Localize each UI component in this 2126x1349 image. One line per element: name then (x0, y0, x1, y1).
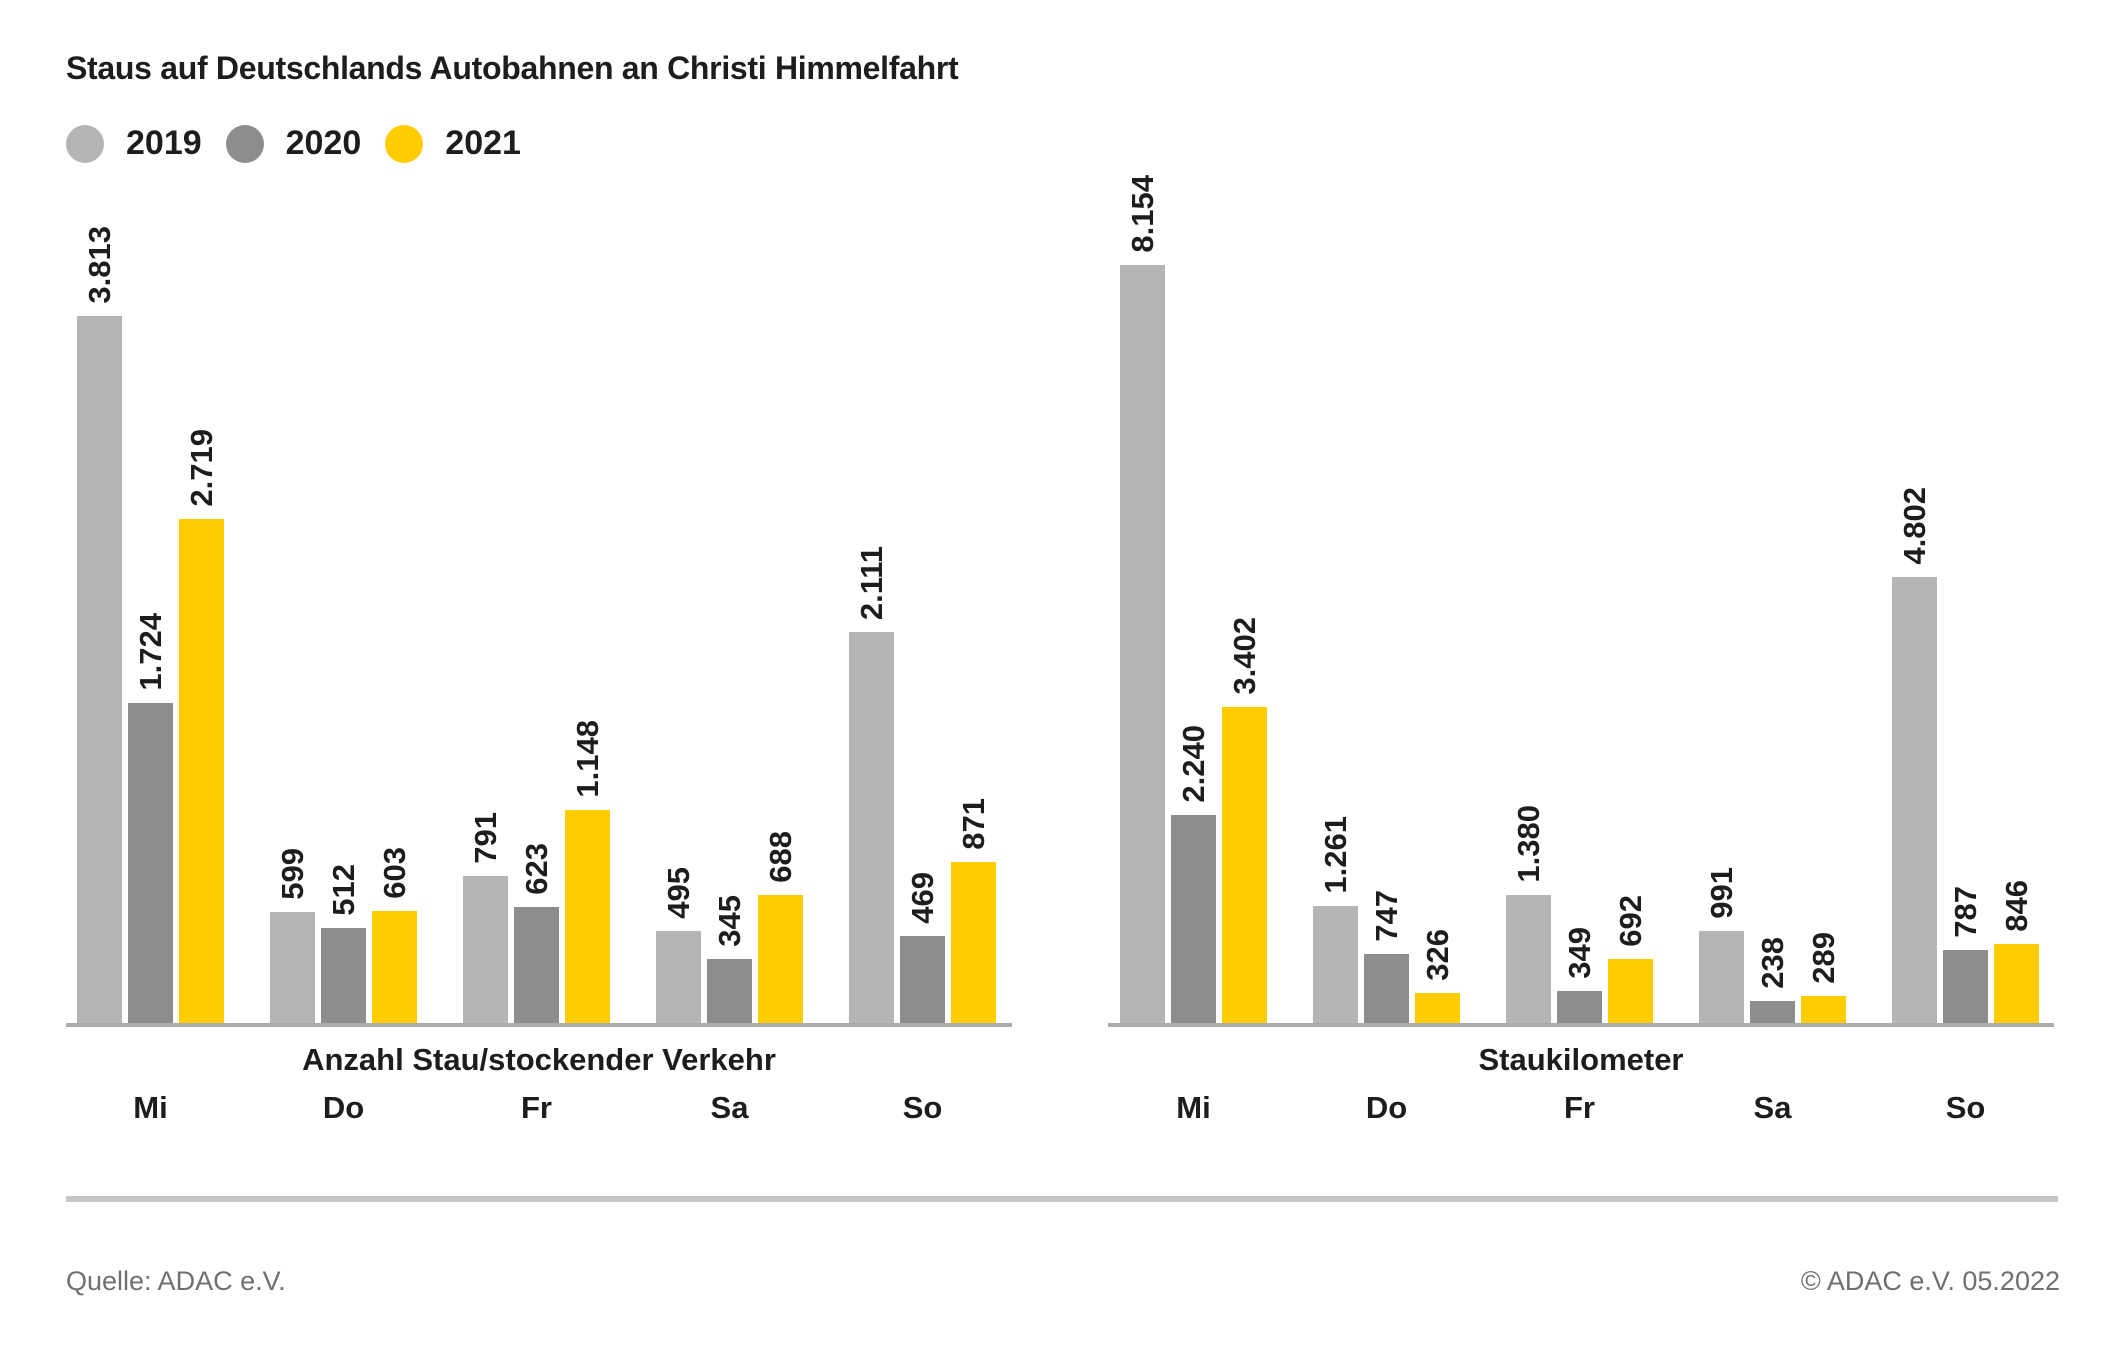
bar-2020-Sa (1750, 1001, 1795, 1023)
legend-item-2021: 2021 (385, 124, 521, 163)
legend-item-2020: 2020 (225, 124, 362, 163)
category-label-Mi: Mi (1176, 1090, 1211, 1125)
value-label-2021-Sa: 289 (1805, 932, 1841, 984)
value-label-2021-Do: 603 (376, 847, 412, 899)
legend-label-2020: 2020 (285, 124, 362, 162)
value-label-2021-Fr: 1.148 (569, 720, 605, 798)
value-label-2021-So: 846 (1998, 880, 2034, 932)
value-label-2019-Sa: 495 (660, 867, 696, 919)
legend-swatch-2019 (66, 124, 104, 163)
category-label-Do: Do (322, 1090, 365, 1125)
x-axis-line (1108, 1023, 2054, 1027)
bar-2020-Do (321, 928, 366, 1023)
value-label-2020-Fr: 349 (1561, 927, 1597, 979)
bar-2020-Mi (1171, 815, 1216, 1023)
bar-2019-Mi (1120, 265, 1165, 1023)
value-label-2019-Sa: 991 (1703, 867, 1739, 919)
value-label-2021-Mi: 3.402 (1226, 617, 1262, 695)
value-label-2020-So: 787 (1947, 886, 1983, 938)
value-label-2021-So: 871 (955, 798, 991, 850)
bar-2019-Fr (463, 876, 508, 1023)
bar-2019-Sa (656, 931, 701, 1023)
value-label-2020-Sa: 345 (711, 895, 747, 947)
x-axis-line (66, 1023, 1012, 1027)
value-label-2019-So: 4.802 (1896, 487, 1932, 565)
bar-2020-So (900, 936, 945, 1023)
bar-2019-Fr (1506, 895, 1551, 1023)
bar-2019-So (849, 632, 894, 1023)
bar-2019-Do (270, 912, 315, 1023)
bar-2021-Sa (758, 895, 803, 1023)
chart-anzahl-stau: 3.813 1.724 2.719 599 512 603 791 623 1.148 495 34… (66, 0, 1012, 1349)
bar-2021-Do (372, 911, 417, 1023)
bar-2019-Do (1313, 906, 1358, 1023)
axis-title-staukilometer: Staukilometer (1478, 1042, 1684, 1077)
footer-divider (66, 1196, 2058, 1202)
bar-2019-Sa (1699, 931, 1744, 1023)
value-label-2020-Fr: 623 (518, 843, 554, 895)
copyright-note: © ADAC e.V. 05.2022 (1800, 1266, 2060, 1296)
legend-label-2021: 2021 (445, 124, 521, 162)
value-label-2020-Sa: 238 (1754, 937, 1790, 989)
chart-staukilometer: 8.154 2.240 3.402 1.261 747 326 1.380 349 692 991… (1108, 0, 2054, 1349)
value-label-2020-Do: 512 (325, 864, 361, 916)
page-title: Staus auf Deutschlands Autobahnen an Chr… (66, 50, 959, 86)
value-label-2020-Do: 747 (1368, 890, 1404, 942)
bar-2021-Sa (1801, 996, 1846, 1023)
bar-2021-So (951, 862, 996, 1023)
bar-2021-Do (1415, 993, 1460, 1023)
value-label-2021-Mi: 2.719 (183, 429, 219, 507)
bar-2020-So (1943, 950, 1988, 1023)
bar-2020-Fr (1557, 991, 1602, 1023)
bar-2020-Mi (128, 703, 173, 1023)
value-label-2019-Fr: 791 (467, 812, 503, 864)
value-label-2019-Mi: 8.154 (1124, 175, 1160, 253)
bar-2019-Mi (77, 316, 122, 1023)
source-note: Quelle: ADAC e.V. (66, 1266, 286, 1296)
axis-title-anzahl: Anzahl Stau/stockender Verkehr (302, 1042, 776, 1077)
bar-2021-Mi (1222, 707, 1267, 1023)
legend-swatch-2021 (385, 124, 424, 163)
category-label-Fr: Fr (1564, 1090, 1595, 1125)
value-label-2021-Do: 326 (1419, 929, 1455, 981)
legend: 2019 2020 2021 (66, 124, 521, 163)
value-label-2020-So: 469 (904, 872, 940, 924)
value-label-2019-Mi: 3.813 (81, 226, 117, 304)
bar-2019-So (1892, 577, 1937, 1023)
value-label-2020-Mi: 2.240 (1175, 725, 1211, 803)
category-label-So: So (1945, 1090, 1986, 1125)
category-label-Mi: Mi (133, 1090, 168, 1125)
value-label-2019-Fr: 1.380 (1510, 805, 1546, 883)
category-label-Do: Do (1365, 1090, 1408, 1125)
category-label-Sa: Sa (710, 1090, 749, 1125)
value-label-2020-Mi: 1.724 (132, 613, 168, 691)
bar-2021-Mi (179, 519, 224, 1023)
bar-2020-Fr (514, 907, 559, 1023)
legend-swatch-2020 (225, 124, 264, 163)
value-label-2021-Sa: 688 (762, 831, 798, 883)
legend-item-2019: 2019 (66, 124, 202, 163)
value-label-2019-Do: 599 (274, 848, 310, 900)
bar-2020-Do (1364, 954, 1409, 1023)
value-label-2019-Do: 1.261 (1317, 816, 1353, 894)
value-label-2019-So: 2.111 (853, 545, 889, 620)
category-label-Fr: Fr (521, 1090, 552, 1125)
legend-label-2019: 2019 (126, 124, 202, 162)
category-label-So: So (902, 1090, 943, 1125)
bar-2021-So (1994, 944, 2039, 1023)
bar-2020-Sa (707, 959, 752, 1023)
value-label-2021-Fr: 692 (1612, 895, 1648, 947)
category-label-Sa: Sa (1753, 1090, 1792, 1125)
bar-2021-Fr (565, 810, 610, 1023)
bar-2021-Fr (1608, 959, 1653, 1023)
